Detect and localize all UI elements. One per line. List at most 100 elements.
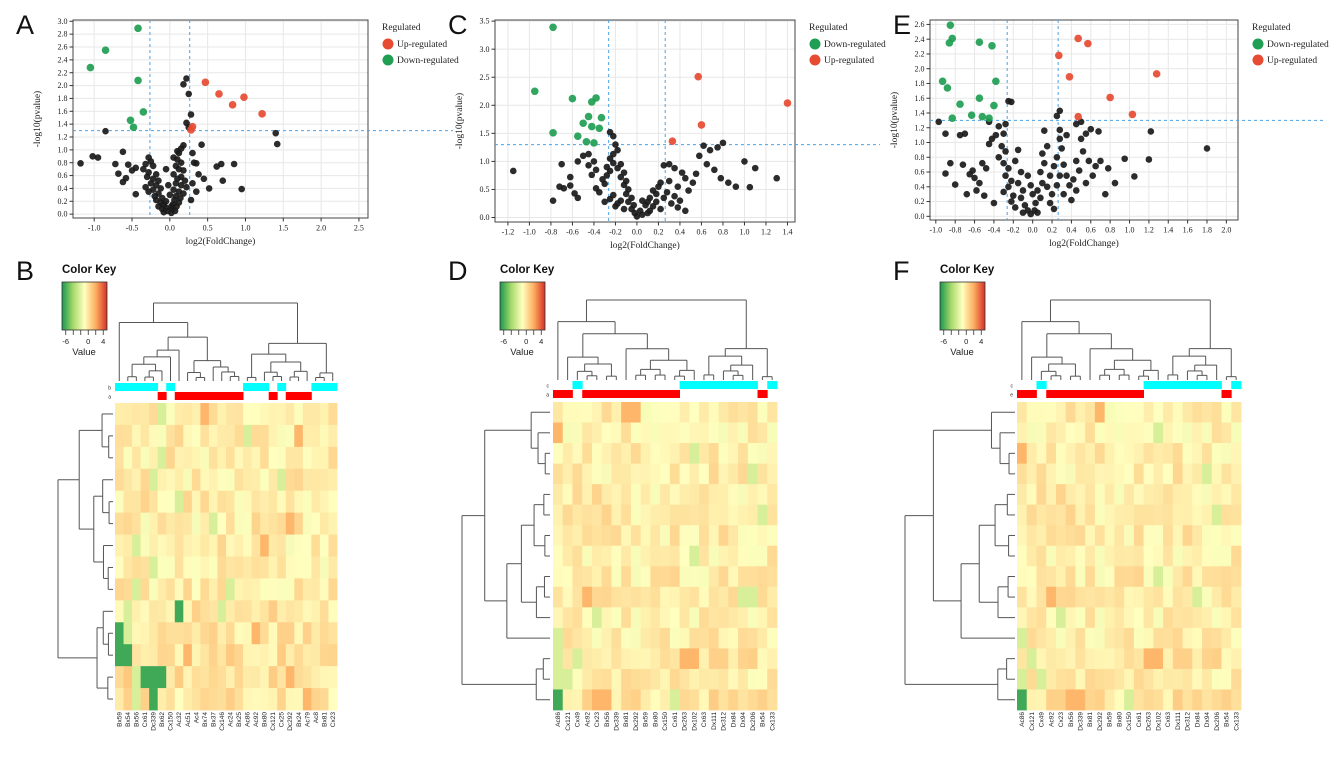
heatmap-cell	[562, 607, 573, 629]
heatmap-cell	[217, 600, 227, 623]
heatmap-cell	[630, 525, 642, 547]
heatmap-cell	[747, 484, 758, 506]
heatmap-cell	[1231, 402, 1242, 423]
data-point-ns	[142, 160, 149, 168]
heatmap-cell	[166, 578, 176, 601]
heatmap-cell	[1085, 545, 1096, 567]
heatmap-cell	[328, 688, 338, 711]
heatmap-cell	[174, 644, 184, 667]
heatmap-cell	[268, 534, 278, 557]
heatmap-cell	[328, 666, 338, 689]
heatmap-cell	[1065, 525, 1076, 547]
heatmap-cell	[217, 556, 227, 579]
heatmap-cell	[1026, 627, 1037, 649]
heatmap-cell	[718, 422, 729, 444]
heatmap-cell	[217, 446, 227, 470]
heatmap-cell	[174, 468, 184, 492]
annotation-cell-bottom	[1133, 390, 1145, 398]
heatmap-cell	[1055, 566, 1067, 588]
heatmap-cell	[302, 578, 312, 601]
heatmap-cell	[767, 586, 778, 608]
data-point-ns	[674, 183, 682, 190]
heatmap-cell	[123, 600, 133, 623]
data-point-ns	[622, 190, 630, 198]
heatmap-cell	[601, 566, 612, 588]
heatmap-cell	[1143, 607, 1154, 629]
heatmap-cell	[260, 600, 270, 623]
heatmap-cell	[243, 534, 253, 557]
annotation-cell-top	[260, 383, 270, 391]
annotation-row-label: b	[108, 386, 111, 392]
heatmap-cell	[669, 443, 681, 464]
heatmap-cell	[1094, 402, 1106, 423]
y-tick-label: 2.0	[480, 101, 490, 110]
heatmap-cell	[200, 512, 210, 535]
heatmap-cell	[1221, 443, 1232, 464]
data-point-ns	[175, 199, 183, 206]
data-point-ns	[1070, 176, 1077, 183]
heatmap-cell	[1153, 648, 1164, 670]
y-axis-label: -log10(pvalue)	[32, 91, 43, 147]
data-point-ns	[1075, 167, 1083, 174]
heatmap-cell	[1104, 627, 1115, 649]
heatmap-cell	[302, 512, 312, 535]
heatmap-cell	[679, 607, 690, 629]
heatmap-cell	[328, 446, 338, 470]
data-point-up	[201, 78, 210, 87]
heatmap-cell	[601, 422, 612, 444]
heatmap-cell	[1182, 627, 1193, 649]
data-point-ns	[1089, 172, 1097, 180]
legend-swatch	[809, 38, 821, 50]
heatmap-cell	[311, 622, 321, 645]
heatmap-cell	[260, 512, 270, 535]
heatmap-cell	[208, 600, 218, 623]
volcano-E: -1.0 -0.8 -0.6 -0.4 -0.2 0.0 0.2 0.4 0.6 0.8 1.0 1.…	[889, 19, 1329, 249]
heatmap-cell	[183, 600, 193, 623]
data-point-ns	[717, 174, 725, 182]
heatmap-cell	[611, 443, 622, 464]
heatmap-cell	[1202, 484, 1213, 506]
heatmap-cell	[1182, 463, 1193, 485]
heatmap-cell	[1065, 566, 1076, 588]
panel-letter-c: C	[448, 10, 468, 40]
heatmap-cell	[669, 566, 681, 588]
annotation-cell-bottom	[294, 392, 304, 400]
heatmap-cell	[1026, 422, 1037, 444]
heatmap-cell	[234, 534, 244, 557]
data-point-ns	[174, 175, 181, 183]
heatmap-cell	[1075, 484, 1086, 506]
heatmap-cell	[140, 600, 150, 623]
column-label: Cx61	[672, 712, 679, 728]
data-point-down	[943, 84, 952, 92]
heatmap-cell	[757, 504, 768, 526]
heatmap-cell	[601, 668, 612, 690]
heatmap-cell	[738, 525, 749, 547]
annotation-cell-bottom	[1075, 390, 1086, 398]
heatmap-cell	[757, 627, 768, 649]
heatmap-cell	[562, 402, 573, 423]
heatmap-cell	[699, 443, 710, 464]
heatmap-cell	[1055, 627, 1067, 649]
data-point-ns	[1027, 210, 1035, 218]
heatmap-cell	[294, 556, 304, 579]
data-point-ns	[988, 135, 996, 143]
heatmap-cell	[611, 525, 622, 547]
heatmap-cell	[1211, 545, 1222, 567]
heatmap-cell	[260, 424, 270, 448]
data-point-ns	[1034, 187, 1041, 194]
heatmap-cell	[1114, 463, 1125, 485]
volcano-A: -1.0 -0.5 0.0 0.5 1.0 1.5 2.0 2.50.00.20.40.60.…	[32, 17, 459, 247]
heatmap-cell	[268, 644, 278, 667]
heatmap-cell	[757, 668, 768, 690]
heatmap-cell	[1036, 586, 1047, 608]
data-point-down	[134, 76, 142, 85]
heatmap-cell	[1017, 443, 1028, 464]
heatmap-cell	[699, 525, 710, 547]
heatmap-cell	[611, 627, 622, 649]
column-label: Bx56	[134, 712, 141, 727]
heatmap-cell	[738, 627, 749, 649]
data-point-ns	[162, 204, 170, 212]
legend-label: Up-regulated	[824, 56, 874, 66]
heatmap-cell	[268, 556, 278, 579]
annotation-cell-bottom	[1114, 390, 1125, 398]
